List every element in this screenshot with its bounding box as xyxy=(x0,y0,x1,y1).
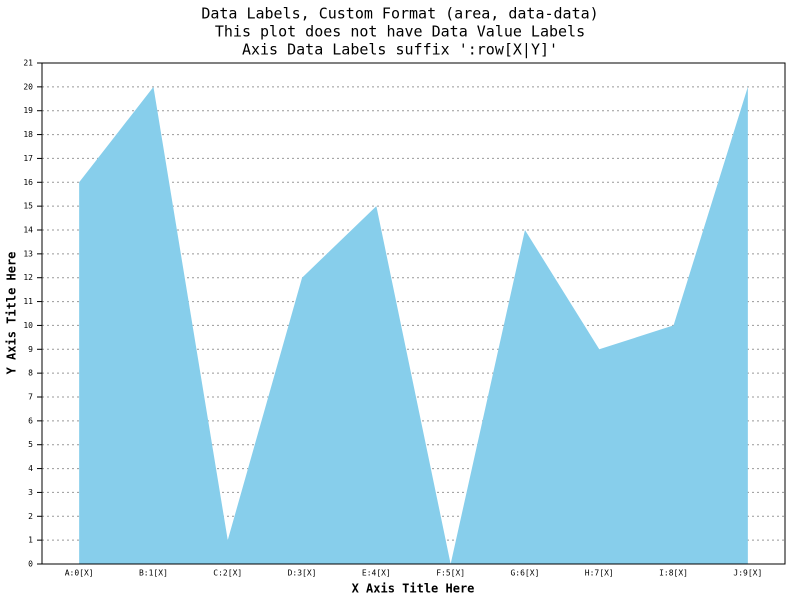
plot-frame xyxy=(41,62,786,565)
y-tick-label: 3 xyxy=(28,488,33,497)
x-tick-label: G:6[X] xyxy=(510,569,539,578)
y-tick-label: 7 xyxy=(28,393,33,402)
y-tick-label: 9 xyxy=(28,345,33,354)
x-tick-label: E:4[X] xyxy=(362,569,391,578)
x-tick-label: H:7[X] xyxy=(585,569,614,578)
y-tick-label: 12 xyxy=(23,273,33,282)
y-tick-label: 13 xyxy=(23,249,33,258)
y-axis-title: Y Axis Title Here xyxy=(5,252,19,375)
y-tick-label: 17 xyxy=(23,154,33,163)
x-tick-label: J:9[X] xyxy=(733,569,762,578)
chart-title: Data Labels, Custom Format (area, data-d… xyxy=(201,5,598,23)
x-tick-label: A:0[X] xyxy=(65,569,94,578)
y-tick-label: 6 xyxy=(28,416,33,425)
x-tick-label: B:1[X] xyxy=(139,569,168,578)
x-tick-label: C:2[X] xyxy=(213,569,242,578)
area xyxy=(79,86,748,564)
x-tick-label: F:5[X] xyxy=(436,569,465,578)
y-tick-label: 16 xyxy=(23,178,33,187)
x-tick-label: I:8[X] xyxy=(659,569,688,578)
x-tick-label: D:3[X] xyxy=(288,569,317,578)
y-tick-label: 8 xyxy=(28,369,33,378)
y-tick-label: 15 xyxy=(23,202,33,211)
y-tick-label: 5 xyxy=(28,440,33,449)
y-tick-label: 21 xyxy=(23,59,33,68)
y-tick-label: 18 xyxy=(23,130,33,139)
chart-subtitle: Axis Data Labels suffix ':row[X|Y]' xyxy=(242,41,558,59)
y-tick-label: 4 xyxy=(28,464,33,473)
x-axis-title: X Axis Title Here xyxy=(352,582,475,596)
y-tick-label: 0 xyxy=(28,560,33,569)
y-tick-label: 19 xyxy=(23,106,33,115)
y-tick-label: 2 xyxy=(28,512,33,521)
y-tick-label: 20 xyxy=(23,82,33,91)
chart-subtitle: This plot does not have Data Value Label… xyxy=(215,23,585,41)
y-tick-label: 1 xyxy=(28,536,33,545)
y-tick-label: 14 xyxy=(23,226,33,235)
y-tick-label: 10 xyxy=(23,321,33,330)
y-tick-label: 11 xyxy=(23,297,33,306)
